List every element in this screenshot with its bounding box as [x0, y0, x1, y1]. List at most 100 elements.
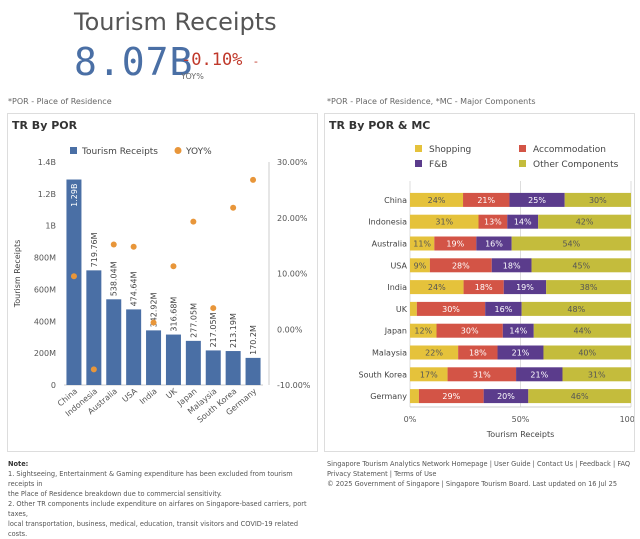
legend-label-receipts: Tourism Receipts	[81, 147, 158, 157]
segment-data-label: 21%	[477, 196, 495, 205]
legend-label: Other Components	[533, 160, 619, 170]
segment-data-label: 48%	[567, 305, 585, 314]
stack-segment	[410, 192, 464, 207]
y-tick-label: Australia	[372, 240, 407, 249]
stack-segment	[521, 301, 631, 316]
tr-by-por-mc-chart: Shopping Accommodation F&B Other Components…	[359, 145, 634, 439]
segment-data-label: 29%	[442, 392, 460, 401]
segment-data-label: 44%	[573, 327, 591, 336]
y-tick-label: Indonesia	[368, 218, 407, 227]
segment-data-label: 45%	[572, 261, 590, 270]
footer-links: Singapore Tourism Analytics Network Home…	[327, 459, 632, 489]
right-chart-panel: TR By POR & MC Shopping Accommodation F&B O…	[324, 113, 635, 452]
yoy-dot	[150, 319, 157, 326]
bar-data-label: 277.05M	[189, 303, 198, 338]
y-tick-label: 200M	[34, 349, 56, 358]
footer-link-contact[interactable]: Contact Us	[537, 460, 574, 468]
footer-separator: |	[532, 460, 535, 468]
bar-data-label: 217.05M	[209, 312, 218, 347]
x-tick-label: India	[138, 387, 159, 407]
legend-label: F&B	[429, 160, 447, 170]
right-note: *POR - Place of Residence, *MC - Major C…	[327, 97, 536, 106]
x-tick-label: 0%	[404, 415, 417, 424]
y-tick-label: 600M	[34, 285, 56, 294]
left-note: *POR - Place of Residence	[8, 97, 112, 106]
kpi-change-value: -0.10%	[181, 50, 243, 70]
segment-data-label: 42%	[576, 218, 594, 227]
stack-segment	[410, 323, 437, 338]
right-panel-title: TR By POR & MC	[329, 119, 431, 132]
stack-segment	[543, 345, 631, 360]
stack-segment	[533, 323, 631, 338]
kpi-title: Tourism Receipts	[74, 8, 277, 36]
y2-tick-label: 10.00%	[277, 270, 308, 279]
footer-link-faq[interactable]: FAQ	[617, 460, 631, 468]
footer-link-user-guide[interactable]: User Guide	[494, 460, 531, 468]
yoy-dot	[250, 176, 257, 183]
stack-segment	[436, 323, 503, 338]
stack-segment	[410, 389, 419, 404]
kpi-value: 8.07B	[74, 40, 194, 84]
footer-note: Note: 1. Sightseeing, Entertainment & Ga…	[8, 459, 318, 539]
legend-swatch	[519, 145, 526, 152]
segment-data-label: 21%	[512, 349, 530, 358]
legend-swatch-yoy	[174, 147, 182, 154]
segment-data-label: 18%	[503, 261, 521, 270]
segment-data-label: 14%	[514, 218, 532, 227]
kpi-change-suffix: -	[252, 55, 260, 68]
y-axis-title: Tourism Receipts	[13, 240, 22, 309]
footer-link-privacy[interactable]: Privacy Statement	[327, 470, 388, 478]
stack-segment	[528, 389, 631, 404]
y-tick-label: 0	[51, 381, 56, 390]
segment-data-label: 21%	[530, 370, 548, 379]
bar-uk	[165, 334, 181, 385]
footer-note-line: the Place of Residence breakdown due to …	[8, 490, 222, 498]
stack-segment	[511, 236, 631, 251]
y2-tick-label: 0.00%	[277, 325, 303, 334]
segment-data-label: 24%	[428, 196, 446, 205]
segment-data-label: 18%	[469, 349, 487, 358]
x-axis-title: Tourism Receipts	[486, 430, 555, 439]
legend-label-yoy: YOY%	[185, 147, 212, 157]
y-tick-label: Malaysia	[372, 349, 407, 358]
footer-link-homepage[interactable]: Singapore Tourism Analytics Network Home…	[327, 460, 488, 468]
legend-label: Shopping	[429, 145, 471, 155]
y-tick-label: 1.4B	[38, 158, 56, 167]
stack-segment	[538, 214, 631, 229]
left-chart-panel: TR By POR Tourism Receipts YOY% 0 200M 400M 6…	[7, 113, 318, 452]
kpi-change: -0.10% -	[181, 50, 259, 70]
segment-data-label: 30%	[442, 305, 460, 314]
x-tick-label: 50%	[512, 415, 530, 424]
stack-segment	[416, 301, 486, 316]
footer-note-line: local transportation, business, medical,…	[8, 520, 299, 538]
segment-data-label: 12%	[414, 327, 432, 336]
stack-segment	[410, 301, 417, 316]
segment-data-label: 54%	[562, 240, 580, 249]
y2-tick-label: -10.00%	[277, 381, 311, 390]
bar-usa	[126, 309, 142, 385]
stack-segment	[491, 258, 532, 273]
stack-segment	[485, 301, 522, 316]
footer-note-line: 1. Sightseeing, Entertainment & Gaming e…	[8, 470, 293, 488]
stack-segment	[546, 280, 631, 295]
bar-indonesia	[86, 270, 102, 385]
footer-note-heading: Note:	[8, 460, 29, 468]
y-tick-label: 1B	[45, 222, 56, 231]
footer-link-terms[interactable]: Terms of Use	[394, 470, 437, 478]
segment-data-label: 28%	[452, 261, 470, 270]
stack-segment	[516, 367, 563, 382]
segment-data-label: 17%	[420, 370, 438, 379]
stack-segment	[531, 258, 631, 273]
bar-data-label: 316.68M	[169, 297, 178, 332]
y-tick-label: 1.2B	[38, 190, 56, 199]
y2-tick-label: 30.00%	[277, 158, 308, 167]
footer-separator: |	[612, 460, 616, 468]
stack-segment	[410, 367, 448, 382]
footer-link-feedback[interactable]: Feedback	[579, 460, 611, 468]
x-tick-label: UK	[164, 386, 179, 401]
yoy-dot	[170, 263, 177, 270]
stack-segment	[410, 280, 464, 295]
stack-segment	[507, 214, 539, 229]
x-tick-label: 100%	[620, 415, 634, 424]
yoy-dot	[210, 305, 217, 312]
